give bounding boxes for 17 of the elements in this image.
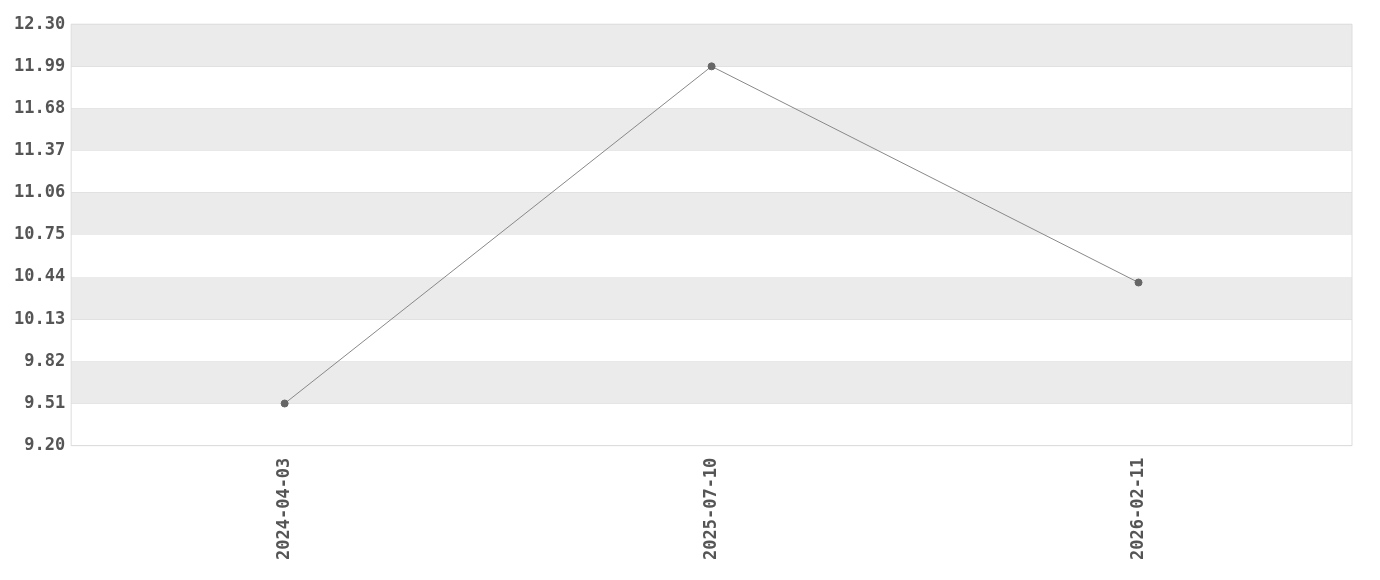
y-tick-label: 11.06	[13, 181, 66, 202]
point	[280, 399, 289, 408]
y-tick-label: 10.75	[13, 223, 66, 244]
y-tick-label: 9.20	[24, 434, 66, 455]
y-tick-label: 9.51	[24, 391, 66, 412]
y-tick-label: 10.44	[13, 265, 66, 286]
y-tick-label: 12.30	[13, 12, 66, 33]
y-tick-label: 10.13	[13, 307, 66, 328]
x-tick-label: 2026-02-11	[1126, 457, 1147, 561]
x-tick-label: 2025-07-10	[700, 457, 721, 561]
y-tick-label: 11.68	[13, 96, 66, 117]
x-tick-label: 2024-04-03	[273, 457, 294, 561]
y-tick-label: 11.99	[13, 54, 66, 75]
point	[707, 62, 716, 71]
y-tick-label: 9.82	[24, 349, 66, 370]
point	[1134, 278, 1143, 287]
y-tick-label: 11.37	[13, 139, 66, 160]
